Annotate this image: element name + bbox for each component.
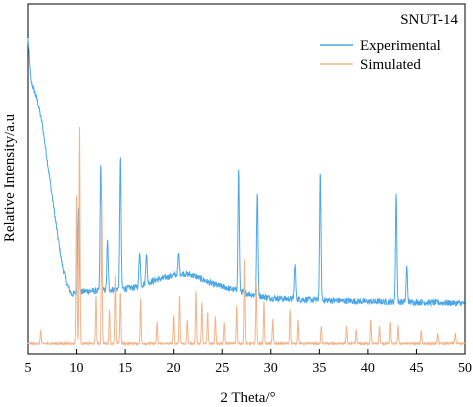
x-tick-label: 10 [70,361,84,376]
series-line-simulated [27,126,466,347]
x-tick-label: 30 [264,361,278,376]
series-line-experimental [27,37,466,308]
x-tick-label: 20 [167,361,181,376]
plot-frame [27,3,466,355]
y-axis-label: Relative Intensity/a.u [2,113,18,242]
x-tick-label: 5 [25,361,32,376]
x-tick-label: 40 [361,361,375,376]
x-tick-label: 15 [118,361,132,376]
x-tick-label: 50 [458,361,472,376]
x-tick-label: 45 [409,361,423,376]
chart-title: SNUT-14 [400,12,458,28]
legend-label-experimental: Experimental [360,38,441,54]
series-group [27,37,466,347]
x-tick-label: 35 [312,361,326,376]
x-axis-ticks: 5 10 15 20 25 30 35 40 45 50 [25,349,472,376]
x-tick-label: 25 [215,361,229,376]
legend-label-simulated: Simulated [360,57,421,73]
x-axis-label: 2 Theta/° [220,390,275,406]
